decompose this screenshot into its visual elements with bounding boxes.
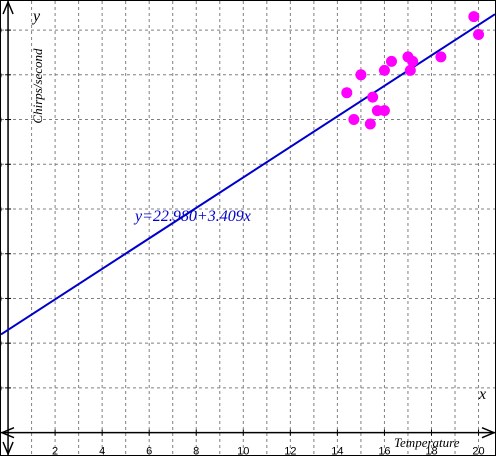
- points-layer: [341, 11, 485, 130]
- x-axis-symbol: x: [478, 386, 486, 403]
- x-tick-label: 6: [146, 446, 152, 455]
- x-tick-label: 4: [99, 446, 105, 455]
- y-tick-label: 90: [1, 25, 2, 37]
- data-point: [407, 55, 419, 67]
- y-tick-label: 60: [1, 159, 2, 171]
- regression-equation: y=22.980+3.409x: [133, 208, 251, 225]
- y-tick-label: 70: [1, 115, 2, 127]
- data-point: [435, 51, 447, 63]
- y-tick-label: 30: [1, 293, 2, 305]
- y-tick-label: 20: [1, 338, 2, 350]
- data-point: [341, 87, 353, 99]
- x-tick-label: 18: [425, 446, 437, 455]
- data-point: [355, 69, 367, 81]
- y-tick-label: 40: [1, 249, 2, 261]
- fit-line-layer: [1, 13, 495, 336]
- data-point: [378, 64, 390, 76]
- y-tick-label: 80: [1, 70, 2, 82]
- y-axis-arrow-down: [2, 441, 14, 455]
- y-axis-symbol: y: [31, 8, 41, 25]
- x-tick-label: 20: [472, 446, 484, 455]
- y-tick-label: 50: [1, 204, 2, 216]
- data-point: [378, 105, 390, 117]
- x-axis-arrow-right: [481, 426, 495, 439]
- x-axis-arrow-left: [1, 426, 15, 439]
- data-point: [364, 118, 376, 130]
- data-point: [404, 64, 416, 76]
- x-tick-label: 8: [193, 446, 199, 455]
- data-point: [348, 114, 360, 126]
- data-point: [468, 11, 480, 23]
- labels-layer: x y Temperature Chirps/second y=22.980+3…: [30, 8, 486, 450]
- x-tick-label: 14: [331, 446, 343, 455]
- x-tick-label: 16: [378, 446, 390, 455]
- y-axis-title: Chirps/second: [30, 48, 45, 124]
- data-point: [367, 91, 379, 103]
- y-tick-label: 10: [1, 383, 2, 395]
- data-point: [385, 55, 397, 67]
- x-tick-label: 12: [284, 446, 296, 455]
- x-axis-title: Temperature: [394, 435, 460, 450]
- y-axis-arrow-up: [2, 1, 14, 15]
- regression-line: [1, 13, 495, 336]
- x-tick-label: 2: [52, 446, 58, 455]
- x-tick-label: 10: [237, 446, 249, 455]
- data-point: [473, 29, 485, 41]
